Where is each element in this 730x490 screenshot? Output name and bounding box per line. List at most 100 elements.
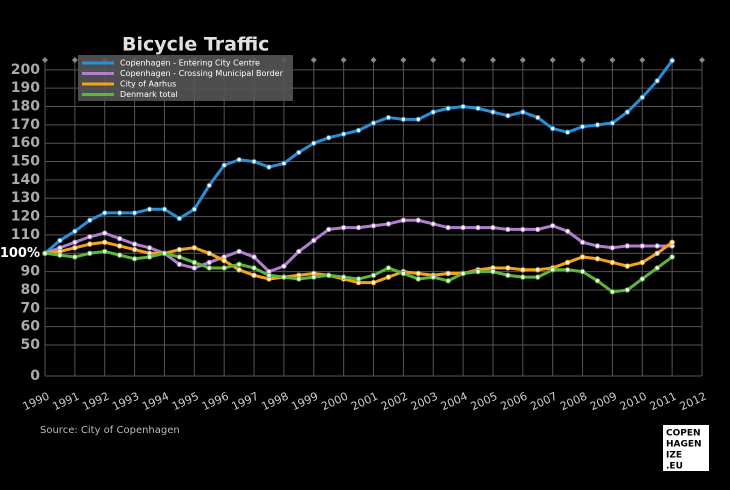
data-point xyxy=(654,265,660,271)
data-point xyxy=(520,274,526,280)
data-point xyxy=(355,276,362,282)
data-point xyxy=(72,228,78,234)
data-point xyxy=(296,149,302,156)
data-point xyxy=(176,215,183,222)
data-point xyxy=(116,235,123,242)
y-tick-label: 190 xyxy=(11,80,40,96)
grid-marker xyxy=(370,57,377,63)
data-point xyxy=(624,287,631,293)
data-point xyxy=(400,116,407,123)
data-point xyxy=(549,223,556,229)
y-tick-label: 100% xyxy=(0,246,40,261)
data-point xyxy=(340,131,347,137)
data-point xyxy=(475,224,481,231)
data-point xyxy=(624,109,631,115)
data-point xyxy=(131,241,138,247)
data-point xyxy=(102,210,108,216)
data-point xyxy=(549,125,556,132)
data-point xyxy=(385,221,392,227)
data-point xyxy=(609,259,616,266)
y-tick-label: 180 xyxy=(11,99,40,115)
data-point xyxy=(535,274,541,280)
data-point xyxy=(669,254,675,260)
data-point xyxy=(609,120,616,126)
chart-title: Bicycle Traffic xyxy=(122,34,269,56)
grid-marker xyxy=(579,57,586,63)
data-point xyxy=(251,254,257,260)
y-tick-label: 150 xyxy=(11,154,40,170)
y-tick-label: 120 xyxy=(11,209,40,225)
grid-marker xyxy=(430,57,437,63)
data-point xyxy=(131,210,138,216)
data-point xyxy=(131,246,138,253)
grid-marker xyxy=(639,57,646,63)
y-tick-label: 200 xyxy=(11,62,40,78)
legend-label: City of Aarhus xyxy=(120,80,176,89)
data-point xyxy=(251,272,257,278)
data-point xyxy=(281,263,287,269)
y-tick-label: 80 xyxy=(21,282,41,298)
data-point xyxy=(654,243,660,249)
data-point xyxy=(445,224,451,231)
data-point xyxy=(191,265,198,271)
data-point xyxy=(251,158,257,165)
data-point xyxy=(161,206,168,212)
logo-text: .EU xyxy=(666,462,683,472)
data-point xyxy=(355,127,362,134)
data-point xyxy=(639,243,645,249)
data-point xyxy=(87,250,93,256)
data-point xyxy=(654,250,660,256)
data-point xyxy=(400,270,407,277)
grid-marker xyxy=(699,57,705,63)
y-tick-label: 110 xyxy=(11,227,40,243)
data-point xyxy=(191,206,198,212)
data-point xyxy=(639,94,645,101)
data-point xyxy=(520,109,526,115)
data-point xyxy=(445,105,451,112)
data-point xyxy=(415,270,421,277)
data-point xyxy=(579,124,586,130)
data-point xyxy=(311,140,317,146)
data-point xyxy=(146,245,153,251)
data-point xyxy=(72,239,78,245)
grid-marker xyxy=(340,57,347,63)
data-point xyxy=(490,224,496,231)
data-point xyxy=(176,261,183,267)
data-point xyxy=(579,254,586,260)
data-point xyxy=(221,162,227,168)
data-point xyxy=(415,276,421,282)
data-point xyxy=(146,254,153,260)
data-point xyxy=(609,245,616,251)
data-point xyxy=(131,256,138,262)
data-point xyxy=(236,267,242,273)
grid-marker xyxy=(549,57,556,63)
y-tick-label: 160 xyxy=(11,135,40,151)
data-point xyxy=(624,263,631,269)
data-point xyxy=(564,267,571,273)
logo-text: IZE xyxy=(666,451,682,461)
grid-marker xyxy=(71,57,78,63)
data-point xyxy=(430,221,436,227)
data-point xyxy=(564,228,571,234)
data-point xyxy=(326,272,332,278)
data-point xyxy=(281,274,287,280)
data-point xyxy=(57,252,63,258)
data-point xyxy=(161,250,168,256)
data-point xyxy=(579,239,586,245)
data-point xyxy=(251,265,257,271)
data-point xyxy=(340,224,347,231)
data-point xyxy=(116,210,123,216)
data-point xyxy=(206,265,212,271)
data-point xyxy=(490,268,496,275)
data-point xyxy=(236,248,242,255)
data-point xyxy=(87,217,93,223)
data-point xyxy=(594,256,601,262)
data-point xyxy=(594,278,601,284)
logo-text: HAGEN xyxy=(666,440,702,450)
data-point xyxy=(311,237,317,244)
data-point xyxy=(385,274,392,280)
data-point xyxy=(445,278,451,284)
y-tick-label: 130 xyxy=(11,190,40,206)
data-point xyxy=(430,274,436,280)
